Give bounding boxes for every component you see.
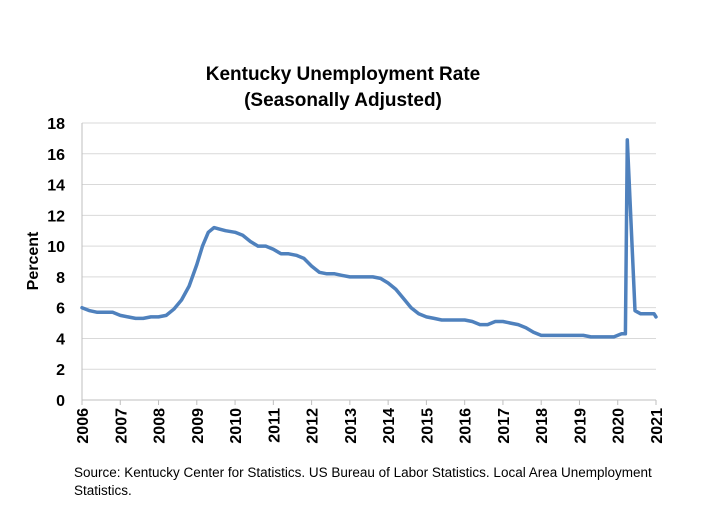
x-tick-label: 2008 — [152, 408, 169, 444]
x-tick-label: 2013 — [343, 408, 360, 444]
chart-title-line-1: Kentucky Unemployment Rate — [206, 64, 481, 85]
y-tick-label: 18 — [47, 116, 65, 133]
x-tick-label: 2010 — [228, 408, 245, 444]
axes — [81, 123, 657, 405]
source-note: Source: Kentucky Center for Statistics. … — [74, 465, 652, 498]
y-tick-label: 6 — [56, 301, 65, 318]
y-tick-label: 14 — [47, 178, 65, 195]
gridlines — [82, 122, 656, 370]
x-tick-label: 2006 — [75, 408, 92, 444]
y-tick-label: 0 — [56, 393, 65, 410]
x-tick-label: 2014 — [381, 408, 398, 444]
x-tick-label: 2019 — [572, 408, 589, 444]
y-tick-label: 10 — [47, 239, 65, 256]
x-tick-label: 2012 — [305, 408, 322, 444]
x-tick-label: 2017 — [496, 408, 513, 444]
chart-title-line-2: (Seasonally Adjusted) — [244, 90, 442, 111]
y-tick-label: 8 — [56, 270, 65, 287]
unemployment-rate-line — [80, 138, 658, 339]
y-tick-label: 4 — [56, 331, 65, 348]
y-tick-label: 16 — [47, 147, 65, 164]
series — [80, 138, 658, 339]
x-tick-labels: 2006 2007 2008 2009 2010 2011 2012 2013 2014 2015… — [75, 408, 666, 444]
x-tick-label: 2015 — [419, 408, 436, 444]
x-tick-label: 2018 — [534, 408, 551, 444]
x-tick-label: 2011 — [266, 408, 283, 443]
x-tick-label: 2021 — [649, 408, 666, 444]
x-tick-label: 2016 — [458, 408, 475, 444]
x-tick-label: 2007 — [113, 408, 130, 444]
y-tick-label: 2 — [56, 362, 65, 379]
y-tick-labels: 0 2 4 6 8 10 12 14 16 18 — [47, 116, 65, 410]
chart-title: Kentucky Unemployment Rate (Seasonally Ad… — [206, 64, 481, 111]
y-axis-label: Percent — [25, 231, 42, 290]
y-tick-label: 12 — [47, 208, 65, 225]
x-tick-label: 2020 — [611, 408, 628, 444]
x-tick-label: 2009 — [190, 408, 207, 444]
